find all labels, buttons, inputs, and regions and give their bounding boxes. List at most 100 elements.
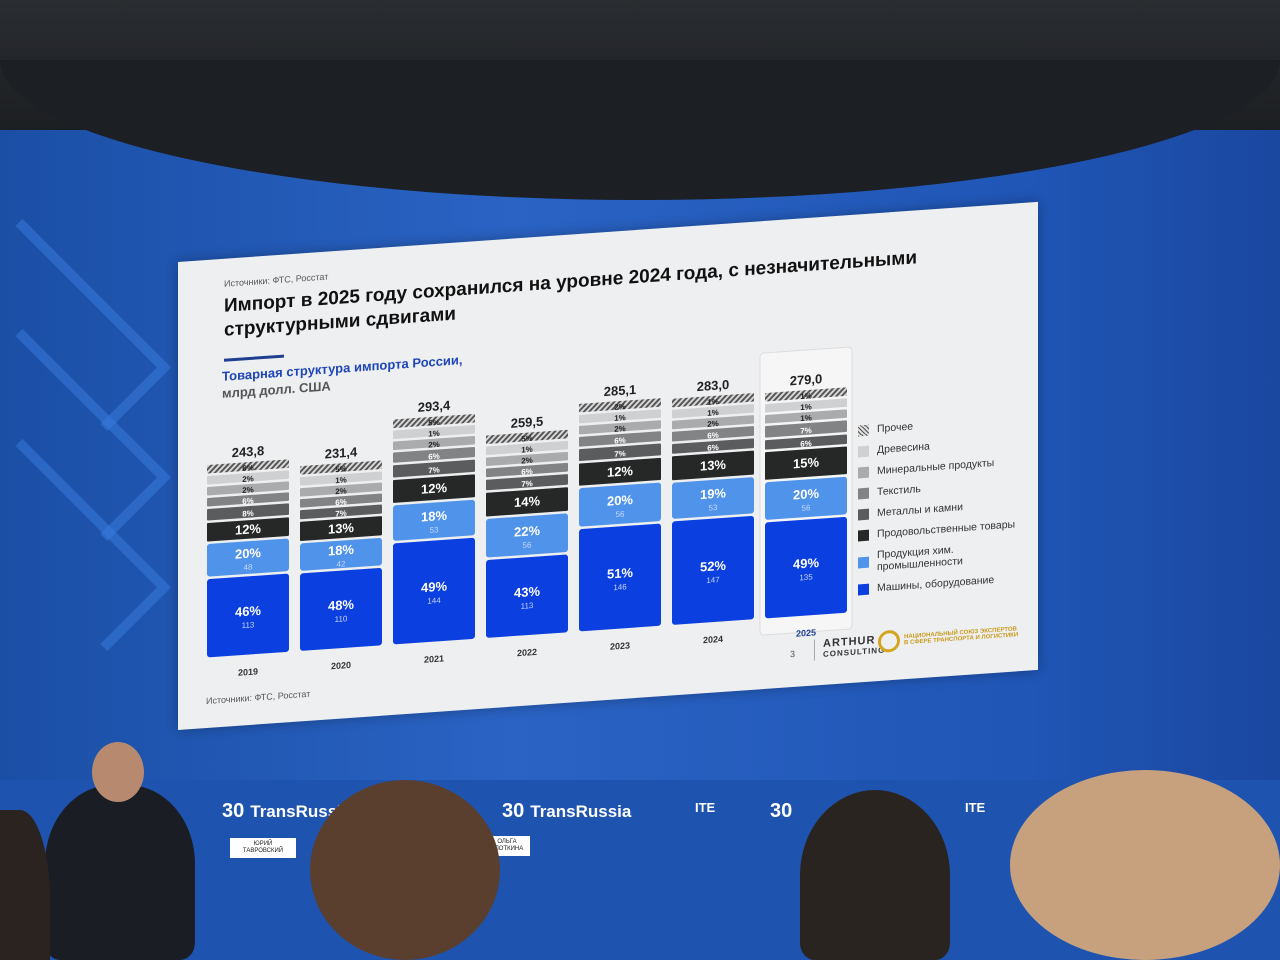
bar-segment [393,413,475,429]
segment-pct-label: 1% [614,413,626,423]
legend-swatch [858,508,869,520]
segment-value-label: 53 [709,503,718,513]
ite-logo: ITE [695,800,716,815]
bar-segment [486,429,568,445]
bar-segment [393,537,475,645]
audience-head [310,780,500,960]
speaker-head [92,742,144,802]
total-label: 259,5 [511,414,544,431]
segment-pct-label: 51% [607,565,633,582]
segment-pct-label: 22% [514,523,540,540]
bar-segment [579,431,661,447]
segment-value-label: 53 [430,525,439,535]
legend-swatch [858,583,869,595]
bar-segment [672,450,754,481]
segment-value-label: 135 [799,572,813,582]
legend-swatch [858,529,869,541]
legend-item: Продукция хим. промышленности [858,539,1028,575]
legend-item: Древесина [858,434,1028,458]
bar-segment [486,451,568,467]
segment-pct-label: 7% [521,479,533,489]
segment-pct-label: 6% [335,497,347,507]
total-label: 285,1 [604,382,637,399]
segment-pct-label: 6% [707,431,719,441]
segment-pct-label: 2% [707,419,719,429]
segment-value-label: 144 [427,596,441,606]
legend-item: Металлы и камни [858,497,1028,521]
bar-segment [393,424,475,440]
segment-pct-label: 49% [793,555,819,572]
segment-value-label: 110 [335,614,348,624]
segment-pct-label: 20% [607,492,633,509]
segment-value-label: 48 [244,562,253,572]
bar-segment [672,393,754,408]
bar-segment [486,440,568,456]
segment-value-label: 113 [521,601,534,611]
segment-pct-label: 52% [700,558,726,575]
segment-pct-label: 6% [242,463,254,473]
segment-value-label: 147 [706,575,720,585]
segment-pct-label: 6% [521,467,533,477]
bar-segment [579,409,661,424]
bar-2023: 51%146 20%56 12% 7% 6% 2%1%2% 285,1 2023 [579,382,661,652]
audience-person [800,790,950,960]
total-label: 293,4 [418,398,451,415]
bar-segment [393,435,475,451]
total-label: 279,0 [790,371,823,388]
legend-swatch [858,487,869,499]
stacked-bar-chart: 46%11320%4812%8%6%2%2%6%243,8201948%1101… [207,346,853,678]
segment-pct-label: 12% [607,463,633,480]
segment-pct-label: 6% [428,452,440,462]
segment-pct-label: 6% [800,439,812,449]
bar-segment [579,523,661,632]
audience-head [1010,770,1280,960]
bar-segment [207,517,289,542]
segment-pct-label: 7% [335,509,347,519]
segment-pct-label: 7% [800,426,812,436]
segment-value-label: 113 [242,620,255,630]
bar-segment [300,567,382,651]
segment-pct-label: 12% [235,521,261,538]
bar-segment [672,426,754,442]
speaker-person [45,785,195,960]
segment-pct-label: 8% [242,509,254,519]
bar-segment [672,515,754,625]
legend-item: Текстиль [858,476,1028,500]
bar-segment [765,420,847,438]
total-label: 243,8 [232,443,265,460]
segment-pct-label: 2% [521,456,533,466]
legend-label: Древесина [877,440,930,457]
bar-segment [765,516,847,619]
segment-pct-label: 1% [335,475,347,485]
segment-pct-label: 1% [800,402,812,412]
segment-pct-label: 18% [421,508,447,525]
bar-segment [672,415,754,430]
total-label: 283,0 [697,377,730,394]
bar-segment [765,409,847,424]
category-label: 2019 [238,666,258,677]
segment-pct-label: 18% [328,542,354,559]
segment-value-label: 56 [523,540,532,550]
segment-pct-label: 5% [335,464,347,474]
segment-pct-label: 1% [800,413,812,423]
union-logo-icon [878,629,900,654]
segment-value-label: 56 [616,510,625,520]
segment-pct-label: 2% [242,474,254,484]
bar-segment [765,476,847,520]
bar-segment [207,459,289,474]
bar-segment [579,457,661,486]
segment-pct-label: 12% [421,480,447,497]
legend-swatch [858,466,869,478]
segment-pct-label: 7% [614,449,626,459]
category-label: 2021 [424,653,444,664]
bar-segment [486,487,568,517]
name-card: ЮРИЙ ТАВРОВСКИЙ [230,838,296,858]
legend-swatch [858,424,869,436]
segment-pct-label: 1% [707,408,719,418]
legend-label: Продовольственные товары [877,518,1016,541]
bar-segment [672,404,754,419]
category-label: 2023 [610,640,630,651]
chart-legend: Прочее Древесина Минеральные продукты Текст… [858,413,1028,605]
bar-segment [393,499,475,541]
